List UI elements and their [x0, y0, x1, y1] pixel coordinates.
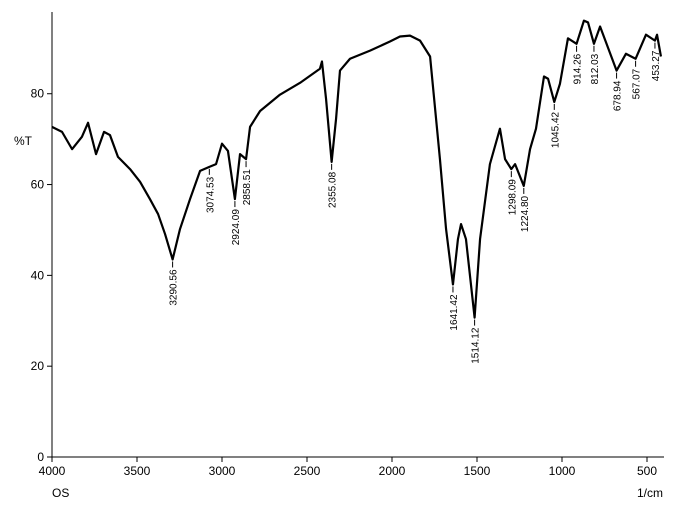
peak-label: 2924.09: [231, 209, 242, 246]
peak-label: 1514.12: [471, 327, 482, 364]
peak-label: 812.03: [590, 53, 601, 84]
peak-label: 567.07: [632, 68, 643, 99]
peak-label: 1224.80: [520, 195, 531, 232]
x-tick-label: 2000: [379, 464, 406, 478]
peak-label: 3074.53: [205, 176, 216, 213]
spectrum-line: [51, 19, 663, 319]
peak-label: 453.27: [651, 50, 662, 81]
x-tick-label: 4000: [39, 464, 66, 478]
x-tick-label: 1000: [549, 464, 576, 478]
peak-label: 914.26: [573, 53, 584, 84]
peak-label: 2858.51: [242, 169, 253, 206]
peak-label: 1641.42: [449, 294, 460, 331]
peak-label: 678.94: [613, 80, 624, 111]
y-tick-label: 60: [31, 178, 45, 192]
x-tick-label: 3500: [124, 464, 151, 478]
peak-label: 1298.09: [507, 179, 518, 216]
x-tick-label: 2500: [294, 464, 321, 478]
y-tick-label: 0: [37, 450, 44, 464]
x-tick-label: 500: [637, 464, 657, 478]
y-tick-label: 20: [31, 359, 45, 373]
y-tick-label: 80: [31, 87, 45, 101]
peak-label: 2355.08: [328, 171, 339, 208]
x-tick-label: 1500: [464, 464, 491, 478]
x-tick-label: 3000: [209, 464, 236, 478]
sample-label: OS: [52, 486, 69, 500]
y-axis-label: %T: [14, 134, 33, 148]
peak-label: 1045.42: [550, 111, 561, 148]
peak-label: 3290.56: [169, 269, 180, 306]
y-tick-label: 40: [31, 268, 45, 282]
x-axis-label: 1/cm: [637, 486, 663, 500]
